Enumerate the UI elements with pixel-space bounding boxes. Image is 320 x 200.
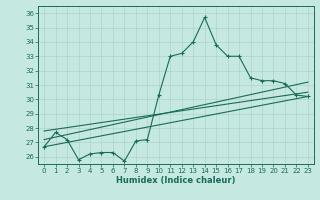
X-axis label: Humidex (Indice chaleur): Humidex (Indice chaleur) bbox=[116, 176, 236, 185]
